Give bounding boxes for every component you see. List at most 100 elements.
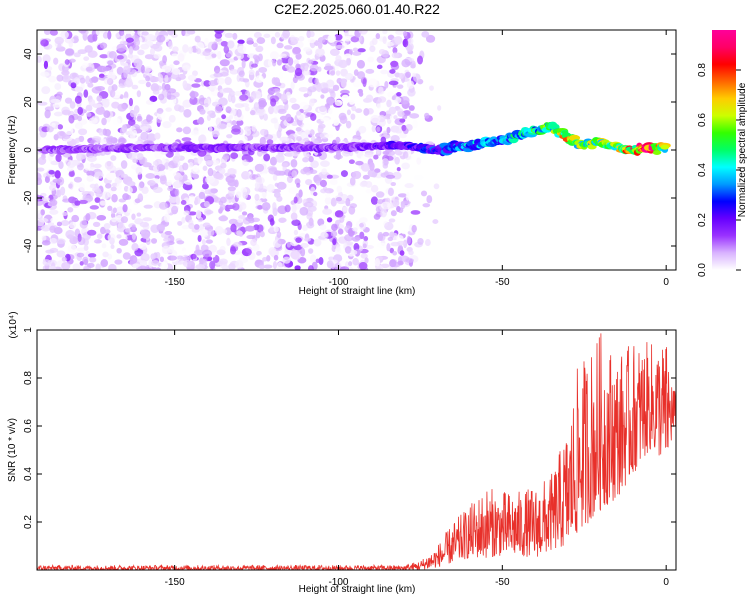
spectral-blob: [236, 230, 243, 236]
spectral-blob: [67, 244, 77, 253]
spectral-blob: [373, 154, 379, 160]
spectral-blob: [119, 30, 125, 37]
spectral-blob: [110, 212, 116, 219]
spectral-blob: [202, 50, 211, 57]
spectral-blob: [327, 107, 333, 115]
spectral-blob: [292, 47, 301, 54]
spectral-blob: [273, 226, 279, 233]
spectral-blob: [266, 255, 271, 262]
spectral-blob: [172, 68, 181, 75]
spectral-blob: [86, 175, 94, 182]
spectral-blob: [396, 92, 402, 97]
spectral-blob: [397, 244, 404, 252]
spectral-blob: [383, 158, 389, 166]
spectral-blob: [198, 117, 204, 125]
spectral-blob: [187, 158, 195, 164]
spectral-blob: [298, 35, 305, 42]
spectral-blob: [263, 264, 273, 269]
spectral-blob: [56, 91, 63, 97]
spectral-blob: [370, 115, 381, 124]
spectral-blob: [37, 172, 42, 182]
spectral-blob: [226, 134, 233, 139]
spectral-blob: [101, 191, 110, 200]
snr-frame: [36, 329, 677, 571]
spectral-blob: [349, 177, 356, 186]
spectral-blob: [182, 126, 192, 135]
spectral-blob: [244, 106, 250, 112]
spectral-blob: [402, 151, 409, 159]
spectral-blob: [248, 218, 255, 224]
spectral-blob: [60, 219, 70, 226]
spectral-blob: [375, 191, 385, 198]
spectral-blob: [296, 182, 301, 188]
spectral-blob: [49, 184, 57, 191]
spectral-blob: [100, 226, 106, 235]
spectral-blob: [390, 181, 397, 187]
spectral-blob: [276, 42, 284, 49]
spectral-blob: [263, 153, 271, 162]
spectral-blob: [42, 259, 51, 266]
spectral-blob: [85, 213, 91, 221]
spectral-blob: [367, 56, 375, 63]
spectral-blob: [74, 137, 80, 144]
spectral-blob: [387, 187, 394, 197]
spectral-blob: [235, 259, 244, 269]
spectrogram-x-tick-label: -50: [495, 277, 510, 288]
spectral-blob: [145, 40, 154, 47]
spectral-blob: [375, 33, 381, 40]
spectral-blob: [207, 228, 215, 237]
spectral-blob: [40, 39, 49, 47]
spectrogram-x-tick-label: 0: [663, 277, 669, 288]
spectral-blob: [230, 223, 237, 233]
spectral-blob: [137, 266, 142, 270]
spectral-blob: [182, 65, 191, 72]
spectral-blob: [369, 162, 375, 171]
spectral-blob: [377, 231, 384, 241]
spectral-blob: [335, 44, 345, 49]
spectral-blob: [78, 128, 88, 136]
spectral-blob: [224, 32, 234, 39]
spectral-blob: [96, 233, 103, 240]
spectral-blob: [160, 262, 169, 270]
spectral-blob: [344, 53, 352, 59]
spectral-blob: [64, 59, 70, 65]
spectral-blob: [102, 99, 110, 108]
spectral-blob: [164, 231, 173, 236]
spectral-blob: [399, 250, 405, 256]
spectral-blob: [76, 252, 85, 258]
spectral-blob: [156, 164, 166, 172]
spectral-blob: [211, 43, 218, 51]
spectral-blob: [86, 262, 95, 268]
spectral-blob: [195, 195, 201, 205]
spectral-blob: [327, 34, 336, 43]
spectral-blob: [183, 210, 190, 216]
spectral-blob: [337, 228, 344, 235]
colorbar-tick-label: 0.6: [697, 113, 708, 127]
spectral-blob: [290, 212, 298, 221]
spectral-blob: [321, 168, 328, 175]
spectral-blob: [266, 184, 275, 193]
spectral-blob: [392, 199, 400, 208]
spectral-blob: [101, 243, 107, 249]
spectral-blob: [95, 86, 105, 91]
spectral-blob: [111, 217, 118, 223]
spectral-blob: [77, 106, 84, 115]
spectral-blob: [299, 206, 309, 216]
spectral-blob: [73, 176, 83, 183]
spectral-blob: [339, 115, 348, 124]
snr-series-line: [37, 333, 676, 570]
spectral-blob: [365, 189, 372, 194]
spectral-blob: [99, 42, 108, 49]
spectral-blob: [223, 45, 230, 54]
spectral-blob: [178, 105, 185, 113]
spectral-blob: [79, 261, 84, 266]
spectral-blob: [325, 133, 334, 139]
spectral-blob: [330, 230, 338, 237]
spectral-blob: [270, 36, 276, 45]
spectral-blob: [87, 253, 97, 258]
spectral-blob: [233, 179, 239, 188]
spectral-blob: [195, 210, 202, 219]
ridge-blob: [660, 144, 670, 150]
spectral-blob: [67, 160, 76, 169]
spectral-blob: [345, 120, 352, 129]
